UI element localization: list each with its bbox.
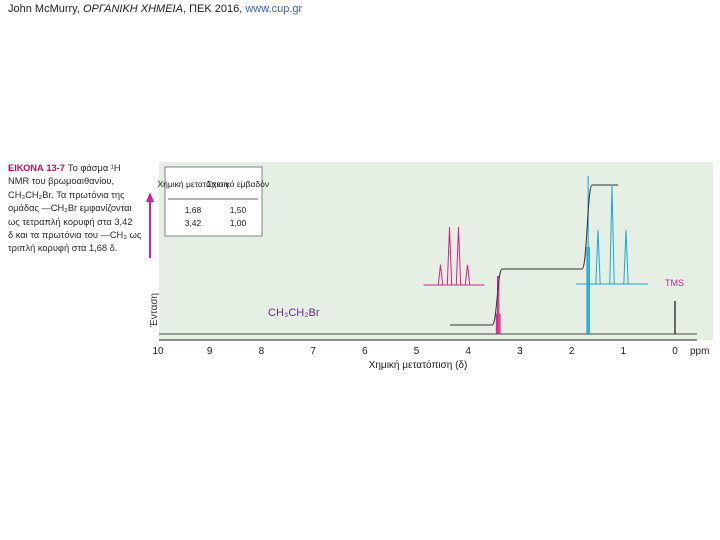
figure-label: ΕΙΚΟΝΑ 13-7 (8, 163, 65, 173)
caption-line-5: δ και τα πρωτόνια του —CH₃ ως (8, 230, 142, 241)
x-tick-label-7: 7 (310, 346, 316, 357)
table-cell-0-0: 1,68 (185, 205, 202, 215)
molecule-label: CH₃CH₂Br (268, 307, 320, 319)
caption-line-4: ως τετραπλή κορυφή στα 3,42 (8, 216, 133, 227)
x-tick-label-5: 5 (414, 346, 420, 357)
x-axis-unit: ppm (690, 346, 709, 357)
y-axis-label: Ένταση (149, 293, 160, 328)
x-tick-label-0: 0 (672, 346, 678, 357)
x-tick-label-1: 1 (621, 346, 627, 357)
spectrum-layer: TMS (159, 176, 697, 335)
figure-caption: ΕΙΚΟΝΑ 13-7 Το φάσμα ¹H NMR του βρωμοαιθα… (8, 162, 154, 256)
integral-curve (450, 184, 619, 326)
x-tick-label-2: 2 (569, 346, 575, 357)
x-axis-label: Χημική μετατόπιση (δ) (369, 359, 468, 371)
table-cell-0-1: 1,50 (230, 205, 247, 215)
x-tick-label-3: 3 (517, 346, 523, 357)
nmr-spectrum-chart: Ένταση Χημική μετατόπιση Σχετικό εμβαδόν… (146, 162, 713, 371)
caption-line-3: ομάδας —CH₂Br εμφανίζονται (8, 203, 132, 214)
credit-url[interactable]: www.cup.gr (245, 3, 303, 15)
inset-ch2br-line-3 (464, 264, 471, 286)
credit-publisher: , ΠΕΚ 2016, (182, 3, 246, 15)
inset-ch2br-line-2 (455, 226, 462, 286)
inset-ch3-line-0 (595, 230, 601, 285)
caption-line-6: τριπλή κορυφή στα 1,68 δ. (8, 243, 118, 254)
caption-line-0: Το φάσμα ¹H (67, 163, 121, 173)
x-tick-label-6: 6 (362, 346, 368, 357)
x-ticks: 10 9 8 7 6 5 4 3 2 1 0 (152, 346, 678, 357)
x-tick-label-9: 9 (207, 346, 213, 357)
table-cell-1-1: 1,00 (230, 218, 247, 228)
table-header-0: Χημική μετατόπιση (157, 179, 228, 189)
caption-line-2: CH₃CH₂Br. Τα πρωτόνια της (8, 189, 125, 200)
x-tick-label-8: 8 (259, 346, 265, 357)
caption-line-1: NMR του βρωμοαιθανίου, (8, 176, 115, 187)
inset-ch2br-line-1 (446, 226, 453, 286)
table-header-1: Σχετικό εμβαδόν (207, 179, 269, 189)
data-table: Χημική μετατόπιση Σχετικό εμβαδόν 1,68 1… (157, 166, 269, 237)
credit-title: ΟΡΓΑΝΙΚΗ ΧΗΜΕΙΑ (82, 3, 183, 15)
credit-author: John McMurry, (8, 3, 83, 15)
inset-ch3-line-2 (623, 230, 629, 285)
intensity-arrow-head (146, 192, 154, 202)
x-tick-label-10: 10 (152, 346, 164, 357)
x-tick-label-4: 4 (465, 346, 471, 357)
inset-ch3-line-1 (609, 185, 615, 285)
credit-line: John McMurry, ΟΡΓΑΝΙΚΗ ΧΗΜΕΙΑ, ΠΕΚ 2016,… (8, 3, 302, 15)
table-cell-1-0: 3,42 (185, 218, 202, 228)
inset-ch2br-line-0 (437, 264, 444, 286)
tms-label: TMS (665, 278, 684, 288)
